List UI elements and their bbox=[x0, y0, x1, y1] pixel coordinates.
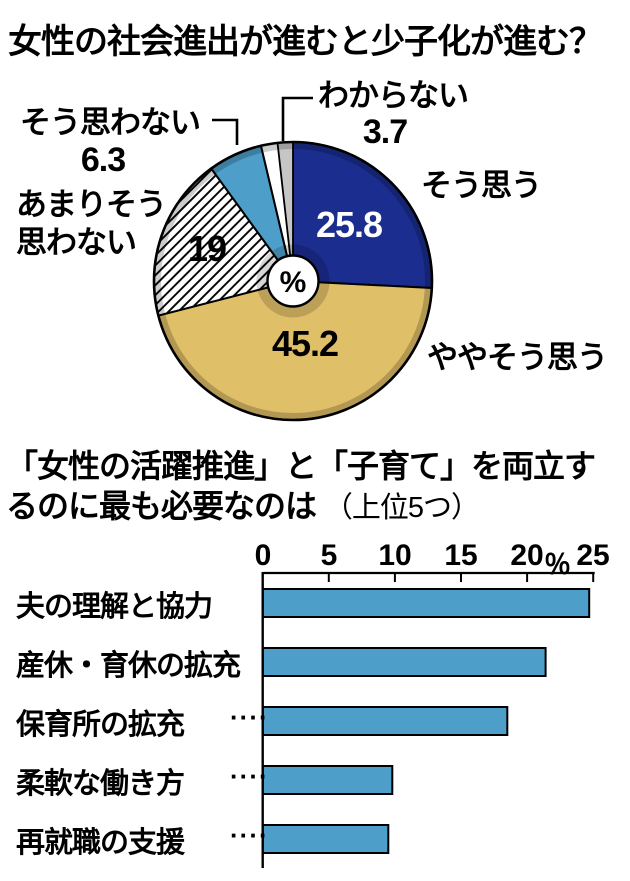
leader-dots-flexible: ···· bbox=[230, 761, 269, 791]
pie-value-not-really: 19 bbox=[187, 228, 227, 269]
bar-chart-title-note: （上位5つ） bbox=[323, 492, 480, 524]
pie-label-agree: そう思う bbox=[421, 168, 542, 203]
pie-chart-title: 女性の社会進出が進むと少子化が進む？ bbox=[8, 23, 603, 61]
tick-10: 10 bbox=[378, 539, 412, 572]
pie-label-dontknow: わからない bbox=[318, 78, 469, 113]
pie-value-agree: 25.8 bbox=[316, 204, 383, 245]
tick-20: 20 bbox=[510, 539, 544, 572]
pie-label-somewhat-agree: ややそう思う bbox=[427, 340, 608, 375]
tick-25: 25 bbox=[576, 539, 610, 572]
pie-value-somewhat-agree: 45.2 bbox=[271, 323, 339, 364]
tick-15: 15 bbox=[444, 539, 478, 572]
axis-unit-percent: ％ bbox=[544, 550, 571, 580]
bar-chart-title: 「女性の活躍推進」と「子育て」を両立す るのに最も必要なのは （上位5つ） bbox=[6, 446, 596, 528]
bar-label-husband-support: 夫の理解と協力 bbox=[16, 591, 213, 623]
bar-chart-plot bbox=[261, 571, 595, 868]
bar-label-reemployment: 再就職の支援 bbox=[16, 827, 185, 859]
bar-label-parental-leave: 産休・育休の拡充 bbox=[16, 650, 241, 682]
pie-leader-lines bbox=[212, 96, 313, 145]
pie-slices bbox=[152, 140, 434, 422]
leader-dots-reemployment: ···· bbox=[230, 820, 269, 850]
bar-chart bbox=[261, 571, 595, 868]
pie-center-unit: % bbox=[280, 266, 307, 299]
tick-0: 0 bbox=[254, 539, 272, 572]
pie-value-dontknow: 3.7 bbox=[362, 113, 408, 151]
pie-label-disagree: そう思わない bbox=[20, 105, 201, 140]
tick-5: 5 bbox=[320, 539, 338, 572]
bar-chart-title-line2-wrap: るのに最も必要なのは （上位5つ） bbox=[6, 486, 595, 528]
bar-chart-title-line1: 「女性の活躍推進」と「子育て」を両立す bbox=[6, 448, 596, 484]
bar-label-flexible-work: 柔軟な働き方 bbox=[16, 768, 185, 800]
leader-line-disagree bbox=[212, 118, 239, 145]
pie-value-disagree: 6.3 bbox=[80, 141, 126, 179]
leader-dots-daycare: ···· bbox=[230, 702, 269, 732]
pie-label-not-really: あまりそう 思わない bbox=[16, 187, 167, 260]
pie-chart: % bbox=[152, 140, 434, 422]
bar-chart-title-line2: るのに最も必要なのは bbox=[6, 488, 317, 524]
leader-line-dontknow bbox=[281, 96, 313, 141]
bar-label-daycare-expansion: 保育所の拡充 bbox=[16, 709, 185, 741]
